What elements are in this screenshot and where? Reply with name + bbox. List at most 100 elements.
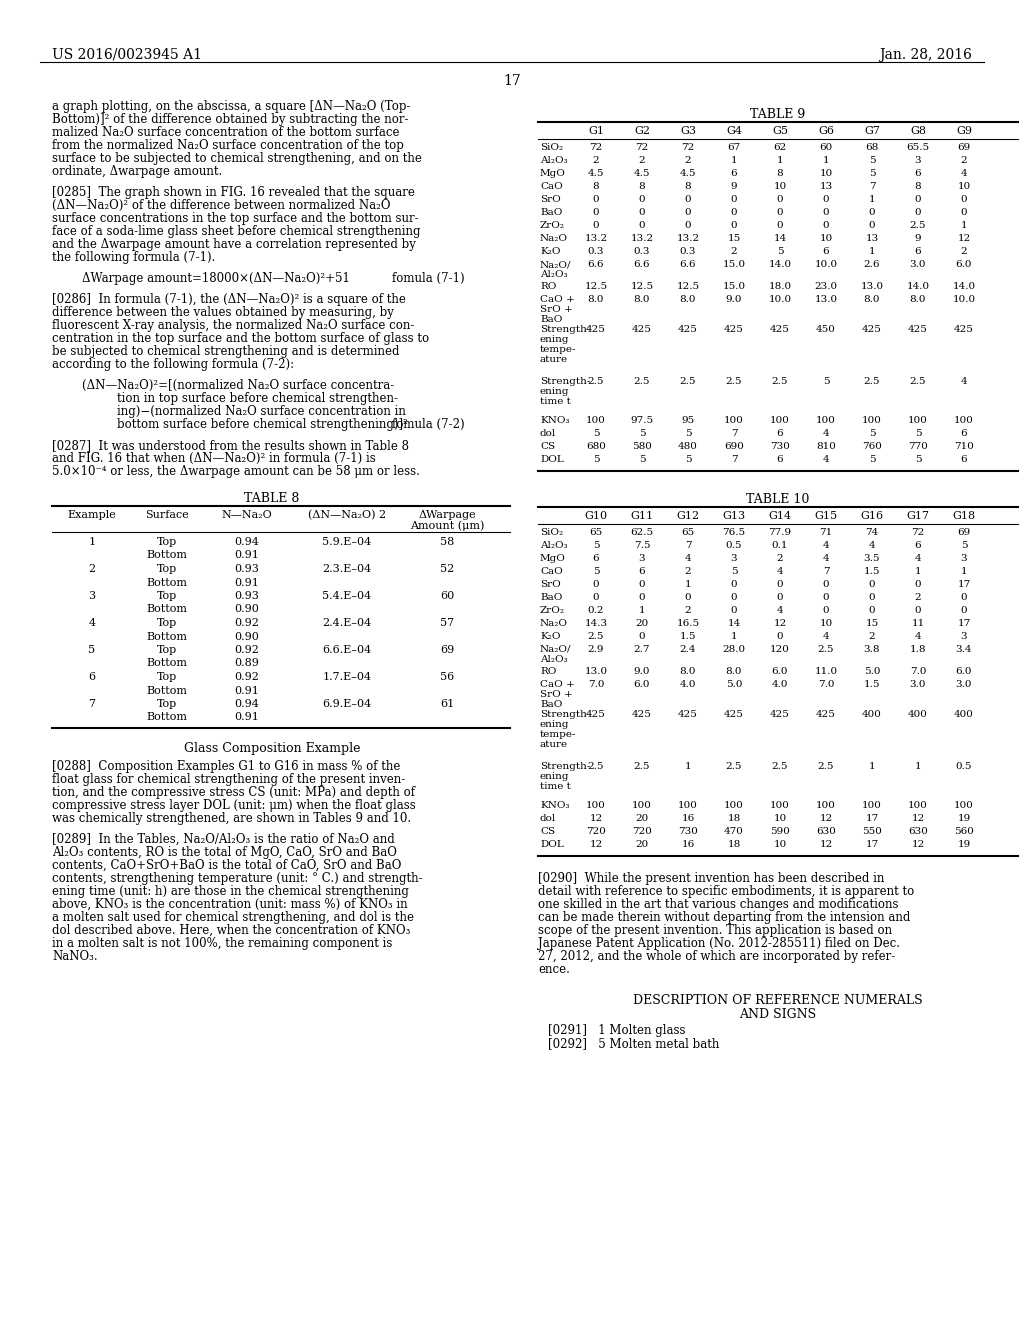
Text: 100: 100: [862, 416, 882, 425]
Text: from the normalized Na₂O surface concentration of the top: from the normalized Na₂O surface concent…: [52, 139, 403, 152]
Text: 18.0: 18.0: [768, 282, 792, 290]
Text: fomula (7-1): fomula (7-1): [392, 272, 465, 285]
Text: 12: 12: [590, 814, 603, 822]
Text: 590: 590: [770, 828, 790, 836]
Text: G6: G6: [818, 125, 834, 136]
Text: Al₂O₃: Al₂O₃: [540, 541, 567, 550]
Text: 4: 4: [88, 618, 95, 628]
Text: 1: 1: [731, 156, 737, 165]
Text: 5: 5: [822, 378, 829, 385]
Text: 0: 0: [868, 593, 876, 602]
Text: 0.91: 0.91: [234, 685, 259, 696]
Text: 5: 5: [685, 455, 691, 465]
Text: 0.90: 0.90: [234, 605, 259, 615]
Text: 100: 100: [954, 801, 974, 810]
Text: 5: 5: [88, 645, 95, 655]
Text: 0: 0: [914, 606, 922, 615]
Text: 0: 0: [914, 579, 922, 589]
Text: and FIG. ​16 that when (ΔN—Na₂O)² in formula (7-1) is: and FIG. ​16 that when (ΔN—Na₂O)² in for…: [52, 451, 376, 465]
Text: 2.4.E–04: 2.4.E–04: [323, 618, 372, 628]
Text: 5.0: 5.0: [864, 667, 881, 676]
Text: RO: RO: [540, 282, 556, 290]
Text: 470: 470: [724, 828, 744, 836]
Text: a molten salt used for chemical strengthening, and dol is the: a molten salt used for chemical strength…: [52, 911, 414, 924]
Text: 15.0: 15.0: [723, 260, 745, 269]
Text: 28.0: 28.0: [723, 645, 745, 653]
Text: 10: 10: [773, 814, 786, 822]
Text: 425: 425: [724, 710, 744, 719]
Text: [0286]  In formula (7-1), the (ΔN—Na₂O)² is a square of the: [0286] In formula (7-1), the (ΔN—Na₂O)² …: [52, 293, 406, 306]
Text: 12: 12: [773, 619, 786, 628]
Text: Top: Top: [157, 700, 177, 709]
Text: 2: 2: [593, 156, 599, 165]
Text: 10: 10: [819, 619, 833, 628]
Text: 4: 4: [822, 632, 829, 642]
Text: Al₂O₃: Al₂O₃: [540, 655, 567, 664]
Text: 7: 7: [868, 182, 876, 191]
Text: 100: 100: [770, 416, 790, 425]
Text: 5: 5: [868, 429, 876, 438]
Text: 16.5: 16.5: [677, 619, 699, 628]
Text: 2.9: 2.9: [588, 645, 604, 653]
Text: 0: 0: [822, 606, 829, 615]
Text: dol: dol: [540, 814, 556, 822]
Text: G7: G7: [864, 125, 880, 136]
Text: Bottom: Bottom: [146, 685, 187, 696]
Text: CaO: CaO: [540, 182, 563, 191]
Text: G11: G11: [631, 511, 653, 521]
Text: 0.3: 0.3: [588, 247, 604, 256]
Text: 7: 7: [88, 700, 95, 709]
Text: 0: 0: [593, 209, 599, 216]
Text: 13: 13: [819, 182, 833, 191]
Text: 2.7: 2.7: [634, 645, 650, 653]
Text: detail with reference to specific embodiments, it is apparent to: detail with reference to specific embodi…: [538, 884, 914, 898]
Text: G12: G12: [677, 511, 699, 521]
Text: 0.91: 0.91: [234, 713, 259, 722]
Text: 62.5: 62.5: [631, 528, 653, 537]
Text: be subjected to chemical strengthening and is determined: be subjected to chemical strengthening a…: [52, 345, 399, 358]
Text: 12.5: 12.5: [631, 282, 653, 290]
Text: 2: 2: [731, 247, 737, 256]
Text: 0.89: 0.89: [234, 659, 259, 668]
Text: face of a soda-lime glass sheet before chemical strengthening: face of a soda-lime glass sheet before c…: [52, 224, 421, 238]
Text: 18: 18: [727, 840, 740, 849]
Text: 1: 1: [914, 568, 922, 576]
Text: 1: 1: [868, 247, 876, 256]
Text: 0.92: 0.92: [234, 645, 259, 655]
Text: 71: 71: [819, 528, 833, 537]
Text: 0: 0: [868, 579, 876, 589]
Text: 6.9.E–04: 6.9.E–04: [323, 700, 372, 709]
Text: SiO₂: SiO₂: [540, 528, 563, 537]
Text: 6: 6: [822, 247, 829, 256]
Text: 0: 0: [731, 195, 737, 205]
Text: in a molten salt is not 100%, the remaining component is: in a molten salt is not 100%, the remain…: [52, 937, 392, 950]
Text: Top: Top: [157, 591, 177, 601]
Text: 0: 0: [639, 632, 645, 642]
Text: 8: 8: [685, 182, 691, 191]
Text: 10.0: 10.0: [952, 294, 976, 304]
Text: according to the following formula (7-2):: according to the following formula (7-2)…: [52, 358, 294, 371]
Text: 23.0: 23.0: [814, 282, 838, 290]
Text: 680: 680: [586, 442, 606, 451]
Text: 61: 61: [440, 700, 454, 709]
Text: 6.6.E–04: 6.6.E–04: [323, 645, 372, 655]
Text: 10: 10: [957, 182, 971, 191]
Text: 100: 100: [724, 416, 744, 425]
Text: [0291]   1 Molten glass: [0291] 1 Molten glass: [548, 1024, 685, 1038]
Text: and the Δwarpage amount have a correlation represented by: and the Δwarpage amount have a correlati…: [52, 238, 416, 251]
Text: 2.5: 2.5: [588, 762, 604, 771]
Text: 1: 1: [731, 632, 737, 642]
Text: 77.9: 77.9: [768, 528, 792, 537]
Text: 100: 100: [586, 416, 606, 425]
Text: 4.0: 4.0: [680, 680, 696, 689]
Text: 100: 100: [908, 801, 928, 810]
Text: contents, CaO+SrO+BaO is the total of CaO, SrO and BaO: contents, CaO+SrO+BaO is the total of Ca…: [52, 859, 401, 873]
Text: 4: 4: [914, 554, 922, 564]
Text: 2.5: 2.5: [818, 762, 835, 771]
Text: 6.6: 6.6: [634, 260, 650, 269]
Text: 5.0×10⁻⁴ or less, the Δwarpage amount can be 58 μm or less.: 5.0×10⁻⁴ or less, the Δwarpage amount ca…: [52, 465, 420, 478]
Text: 425: 425: [632, 325, 652, 334]
Text: 69: 69: [957, 143, 971, 152]
Text: 0.2: 0.2: [588, 606, 604, 615]
Text: 2.5: 2.5: [909, 220, 927, 230]
